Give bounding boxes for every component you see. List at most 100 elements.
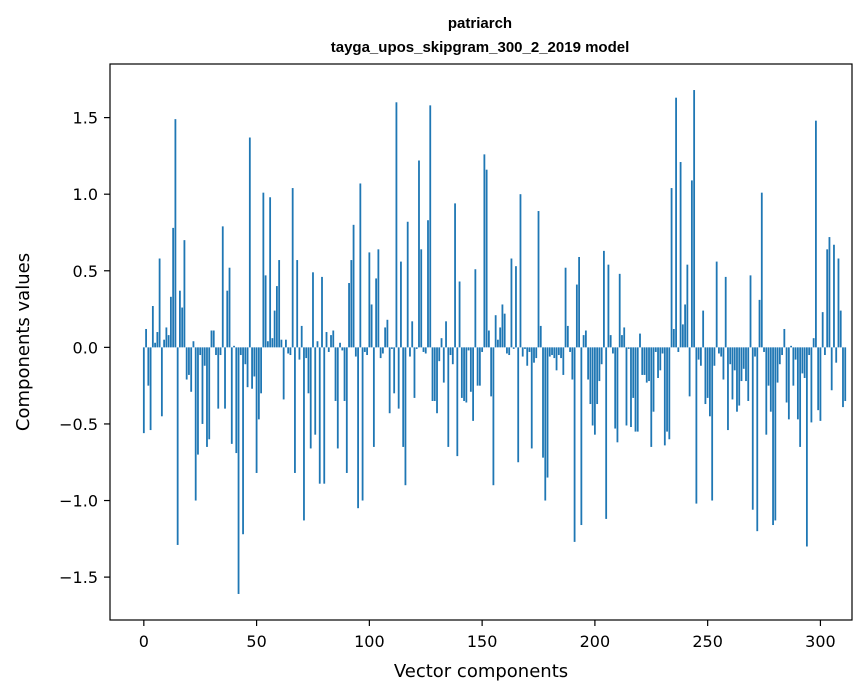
- bar: [483, 154, 486, 348]
- bar: [294, 347, 296, 473]
- bar: [650, 347, 653, 447]
- bar: [704, 347, 707, 405]
- bar: [169, 296, 172, 348]
- bar: [296, 260, 299, 348]
- bar: [303, 347, 305, 521]
- bar: [623, 327, 626, 348]
- bar: [442, 347, 445, 383]
- y-tick-label: −1.0: [59, 492, 98, 511]
- bar: [607, 264, 610, 348]
- bar: [447, 347, 450, 447]
- y-tick-label: −1.5: [59, 568, 98, 587]
- bar: [830, 347, 833, 391]
- bar: [183, 240, 186, 348]
- bar: [614, 347, 617, 429]
- bar: [616, 347, 619, 443]
- bar: [212, 330, 215, 348]
- bar: [533, 347, 535, 363]
- bar: [666, 347, 668, 432]
- bar: [386, 319, 389, 348]
- bar: [819, 347, 822, 421]
- bar: [539, 325, 542, 348]
- bar: [821, 312, 824, 348]
- bar: [569, 347, 571, 352]
- bar: [208, 347, 211, 440]
- bar: [330, 335, 332, 348]
- bar: [609, 335, 612, 348]
- bar: [767, 347, 770, 386]
- bar: [769, 347, 772, 412]
- bar: [424, 347, 427, 354]
- bar: [472, 347, 474, 421]
- bar: [639, 333, 641, 348]
- y-tick-label: 1.5: [73, 109, 98, 128]
- bar: [501, 304, 504, 348]
- bar: [194, 347, 197, 501]
- bar: [688, 347, 691, 397]
- bar: [709, 347, 711, 417]
- bar: [372, 347, 375, 447]
- bar: [828, 237, 831, 348]
- bar: [339, 342, 341, 348]
- bar: [163, 339, 166, 348]
- bar: [440, 338, 443, 348]
- bar: [693, 90, 696, 348]
- bar: [537, 211, 540, 348]
- bar: [404, 347, 407, 486]
- bar: [503, 313, 506, 348]
- bar: [681, 324, 684, 348]
- bar: [519, 194, 522, 348]
- bar: [492, 347, 495, 486]
- bar: [632, 347, 635, 398]
- bar: [765, 347, 768, 435]
- bar: [727, 347, 729, 431]
- bar: [271, 338, 274, 348]
- bar: [560, 347, 562, 359]
- bar: [839, 310, 842, 348]
- bar: [612, 347, 614, 354]
- bar: [733, 347, 736, 371]
- bar: [312, 272, 314, 348]
- bar: [659, 347, 662, 371]
- bar: [289, 347, 292, 356]
- y-axis-label: Components values: [13, 253, 34, 431]
- bar: [388, 347, 391, 414]
- bar: [307, 347, 310, 394]
- bar: [652, 347, 655, 412]
- bar: [772, 347, 774, 526]
- bar: [627, 347, 630, 349]
- bar: [618, 273, 621, 348]
- bar: [781, 347, 783, 356]
- bar: [395, 102, 398, 348]
- bar: [785, 347, 788, 403]
- bar: [474, 269, 477, 348]
- bar: [812, 338, 815, 348]
- bar: [406, 221, 409, 348]
- bar: [409, 347, 411, 357]
- bar: [555, 347, 558, 371]
- bar: [449, 347, 452, 356]
- bar: [158, 258, 161, 348]
- bar: [731, 347, 734, 400]
- bar: [251, 347, 253, 389]
- bar: [325, 332, 328, 348]
- bar: [391, 347, 393, 349]
- bar: [805, 347, 808, 547]
- bar: [596, 347, 599, 405]
- bar: [643, 347, 646, 375]
- bar: [260, 347, 262, 394]
- bar: [431, 347, 434, 401]
- bar: [557, 347, 560, 356]
- bar: [415, 347, 418, 349]
- bar: [526, 347, 529, 366]
- bar: [675, 97, 677, 348]
- plot-frame: [109, 63, 853, 621]
- bar: [219, 347, 222, 356]
- bar: [751, 347, 754, 510]
- bar: [510, 258, 513, 348]
- x-tick-label: 0: [139, 632, 149, 651]
- bar: [172, 227, 175, 348]
- bar: [334, 347, 337, 401]
- bar: [690, 180, 693, 348]
